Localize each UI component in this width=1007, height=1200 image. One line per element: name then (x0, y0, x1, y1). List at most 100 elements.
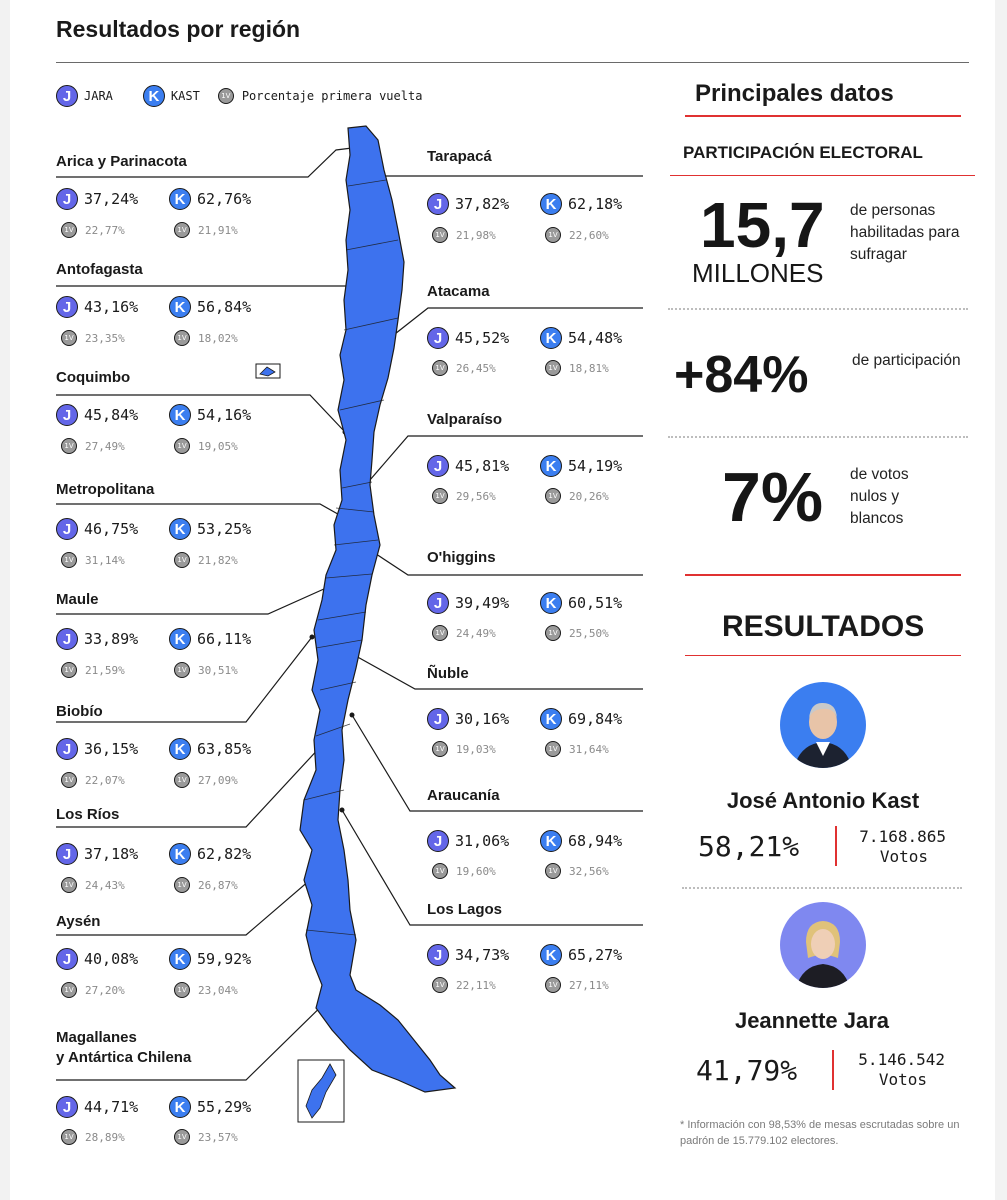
kast-pct: 69,84% (568, 710, 623, 728)
dotted-divider (668, 308, 968, 310)
region-valparaiso: Valparaíso J 45,81% K 54,19% 1V 29,56% 1V 20… (427, 410, 667, 504)
jara-avatar (780, 902, 866, 988)
results-heading: RESULTADOS (722, 610, 925, 643)
region-name: Maule (56, 591, 99, 608)
kast-1v-pct: 21,82% (198, 553, 238, 567)
kast-legend-icon: K (142, 85, 165, 107)
region-tarapaca: Tarapacá J 37,82% K 62,18% 1V 21,98% 1V 22,6… (427, 147, 667, 243)
first-round-icon: 1V (174, 222, 190, 238)
jara-icon: J (427, 592, 449, 614)
jara-pct: 37,18% (84, 845, 139, 863)
kast-pct: 62,82% (197, 845, 252, 863)
region-ohiggins: O'higgins J 39,49% K 60,51% 1V 24,49% 1V 25,… (427, 548, 667, 641)
region-name: Araucanía (427, 787, 500, 804)
jara-pct: 37,24% (84, 190, 139, 208)
kast-avatar (780, 682, 866, 768)
jara-icon: J (427, 327, 449, 349)
kast-pct: 66,11% (197, 630, 252, 648)
jara-pct: 40,08% (84, 950, 139, 968)
jara-pct: 36,15% (84, 740, 139, 758)
jara-icon: J (427, 708, 449, 730)
red-vertical-divider (835, 826, 837, 866)
jara-1v-pct: 24,43% (85, 878, 125, 892)
first-round-icon: 1V (174, 330, 190, 346)
jara-total-pct: 41,79% (696, 1054, 798, 1087)
jara-pct: 33,89% (84, 630, 139, 648)
chile-mainland (299, 125, 457, 1093)
kast-pct: 62,18% (568, 195, 623, 213)
kast-1v-pct: 22,60% (569, 228, 609, 242)
kast-votes-number: 7.168.865 (859, 827, 946, 846)
jara-1v-pct: 21,98% (456, 228, 496, 242)
kast-icon: K (169, 518, 191, 540)
kast-1v-pct: 27,11% (569, 978, 609, 992)
jara-pct: 45,84% (84, 406, 139, 424)
jara-icon: J (427, 193, 449, 215)
region-name: Biobío (56, 703, 103, 720)
jara-icon: J (427, 944, 449, 966)
kast-1v-pct: 23,57% (198, 1130, 238, 1144)
jara-icon: J (56, 404, 78, 426)
kast-1v-pct: 21,91% (198, 223, 238, 237)
region-los-rios: Los Ríos J 37,18% K 62,82% 1V 24,43% 1V 26,8… (56, 805, 296, 893)
kast-1v-pct: 19,05% (198, 439, 238, 453)
region-name: Atacama (427, 283, 490, 300)
jara-1v-pct: 27,20% (85, 983, 125, 997)
jara-1v-pct: 22,77% (85, 223, 125, 237)
participation-heading: PARTICIPACIÓN ELECTORAL (683, 143, 923, 162)
kast-1v-pct: 30,51% (198, 663, 238, 677)
red-divider (685, 115, 961, 117)
kast-icon: K (540, 944, 562, 966)
kast-icon: K (169, 188, 191, 210)
kast-pct: 53,25% (197, 520, 252, 538)
jara-icon: J (427, 455, 449, 477)
page-title: Resultados por región (56, 16, 301, 42)
jara-pct: 46,75% (84, 520, 139, 538)
jara-1v-pct: 22,07% (85, 773, 125, 787)
jara-icon: J (427, 830, 449, 852)
kast-icon: K (169, 1096, 191, 1118)
kast-icon: K (540, 327, 562, 349)
jara-pct: 30,16% (455, 710, 510, 728)
first-round-legend-icon: 1V (217, 88, 234, 104)
region-arica: Arica y Parinacota J 37,24% K 62,76% 1V 22,… (56, 152, 296, 238)
first-round-icon: 1V (545, 625, 561, 641)
kast-total-pct: 58,21% (698, 830, 800, 863)
first-round-icon: 1V (432, 488, 448, 504)
jara-pct: 45,81% (455, 457, 510, 475)
jara-pct: 37,82% (455, 195, 510, 213)
first-round-icon: 1V (432, 625, 448, 641)
first-round-icon: 1V (174, 877, 190, 893)
kast-icon: K (169, 948, 191, 970)
first-round-icon: 1V (432, 227, 448, 243)
first-round-icon: 1V (545, 741, 561, 757)
jara-legend-icon: J (56, 85, 78, 107)
region-aysen: Aysén J 40,08% K 59,92% 1V 27,20% 1V 23,04% (56, 912, 296, 998)
region-name: Magallanes (56, 1029, 137, 1046)
kast-pct: 62,76% (197, 190, 252, 208)
region-name: Coquimbo (56, 369, 131, 386)
region-biobio: Biobío J 36,15% K 63,85% 1V 22,07% 1V 27,09% (56, 702, 296, 788)
jara-pct: 45,52% (455, 329, 510, 347)
first-round-icon: 1V (61, 772, 77, 788)
participation-text: de participación (852, 352, 961, 369)
kast-icon: K (540, 193, 562, 215)
kast-pct: 65,27% (568, 946, 623, 964)
jara-1v-pct: 26,45% (456, 361, 496, 375)
region-name: O'higgins (427, 549, 496, 566)
kast-1v-pct: 32,56% (569, 864, 609, 878)
kast-icon: K (169, 628, 191, 650)
jara-1v-pct: 31,14% (85, 553, 125, 567)
first-round-icon: 1V (174, 438, 190, 454)
jara-1v-pct: 19,03% (456, 742, 496, 756)
legend-jara-label: JARA (84, 89, 113, 103)
jara-1v-pct: 23,35% (85, 331, 125, 345)
voters-unit: MILLONES (692, 258, 824, 288)
leader-lines (56, 147, 643, 1081)
region-name: Ñuble (427, 665, 469, 682)
kast-1v-pct: 26,87% (198, 878, 238, 892)
jara-1v-pct: 22,11% (456, 978, 496, 992)
kast-name: José Antonio Kast (726, 788, 920, 813)
voters-number: 15,7 (700, 189, 825, 261)
region-coquimbo: Coquimbo J 45,84% K 54,16% 1V 27,49% 1V 19,0… (56, 368, 296, 454)
